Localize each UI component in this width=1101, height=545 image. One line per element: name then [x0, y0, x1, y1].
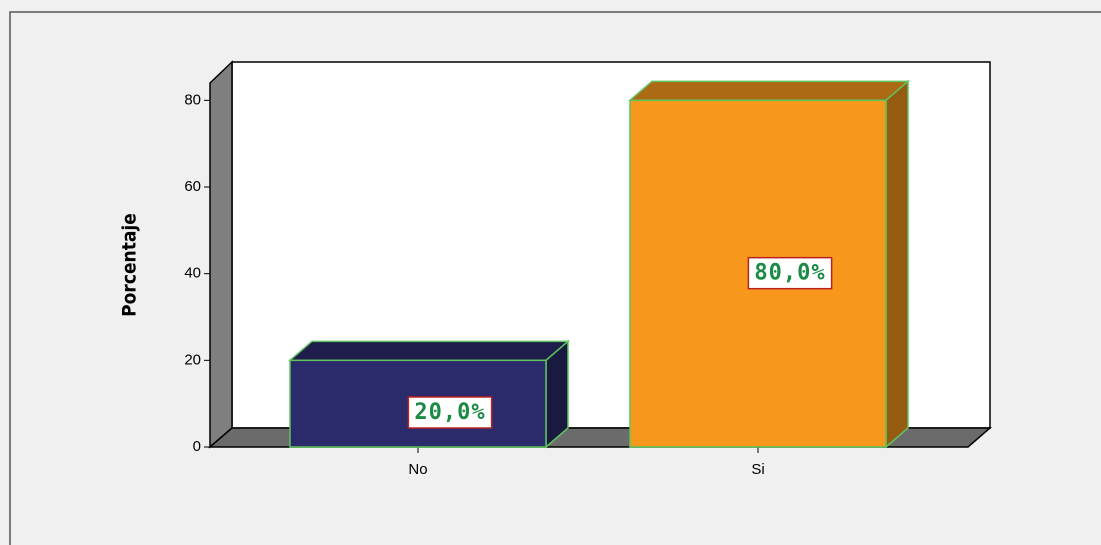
bar-side — [545, 339, 569, 449]
side-wall — [209, 60, 233, 449]
x-tick-label: Si — [751, 461, 764, 478]
y-tick-label: 60 — [184, 178, 201, 195]
value-label-box — [747, 256, 833, 290]
bar-side — [885, 79, 909, 449]
value-label: 20,0% — [414, 400, 485, 425]
bar-top — [627, 80, 911, 102]
value-label-box — [407, 396, 493, 429]
y-tick-label: 40 — [184, 265, 201, 282]
bar-top — [287, 340, 571, 362]
y-tick-label: 80 — [184, 91, 201, 108]
frame — [9, 11, 1101, 545]
y-tick-label: 0 — [193, 438, 201, 455]
x-tick-label: No — [408, 461, 427, 478]
value-label: 80,0% — [754, 261, 825, 286]
y-axis-label: Porcentaje — [119, 213, 141, 317]
y-tick-label: 20 — [184, 351, 201, 368]
